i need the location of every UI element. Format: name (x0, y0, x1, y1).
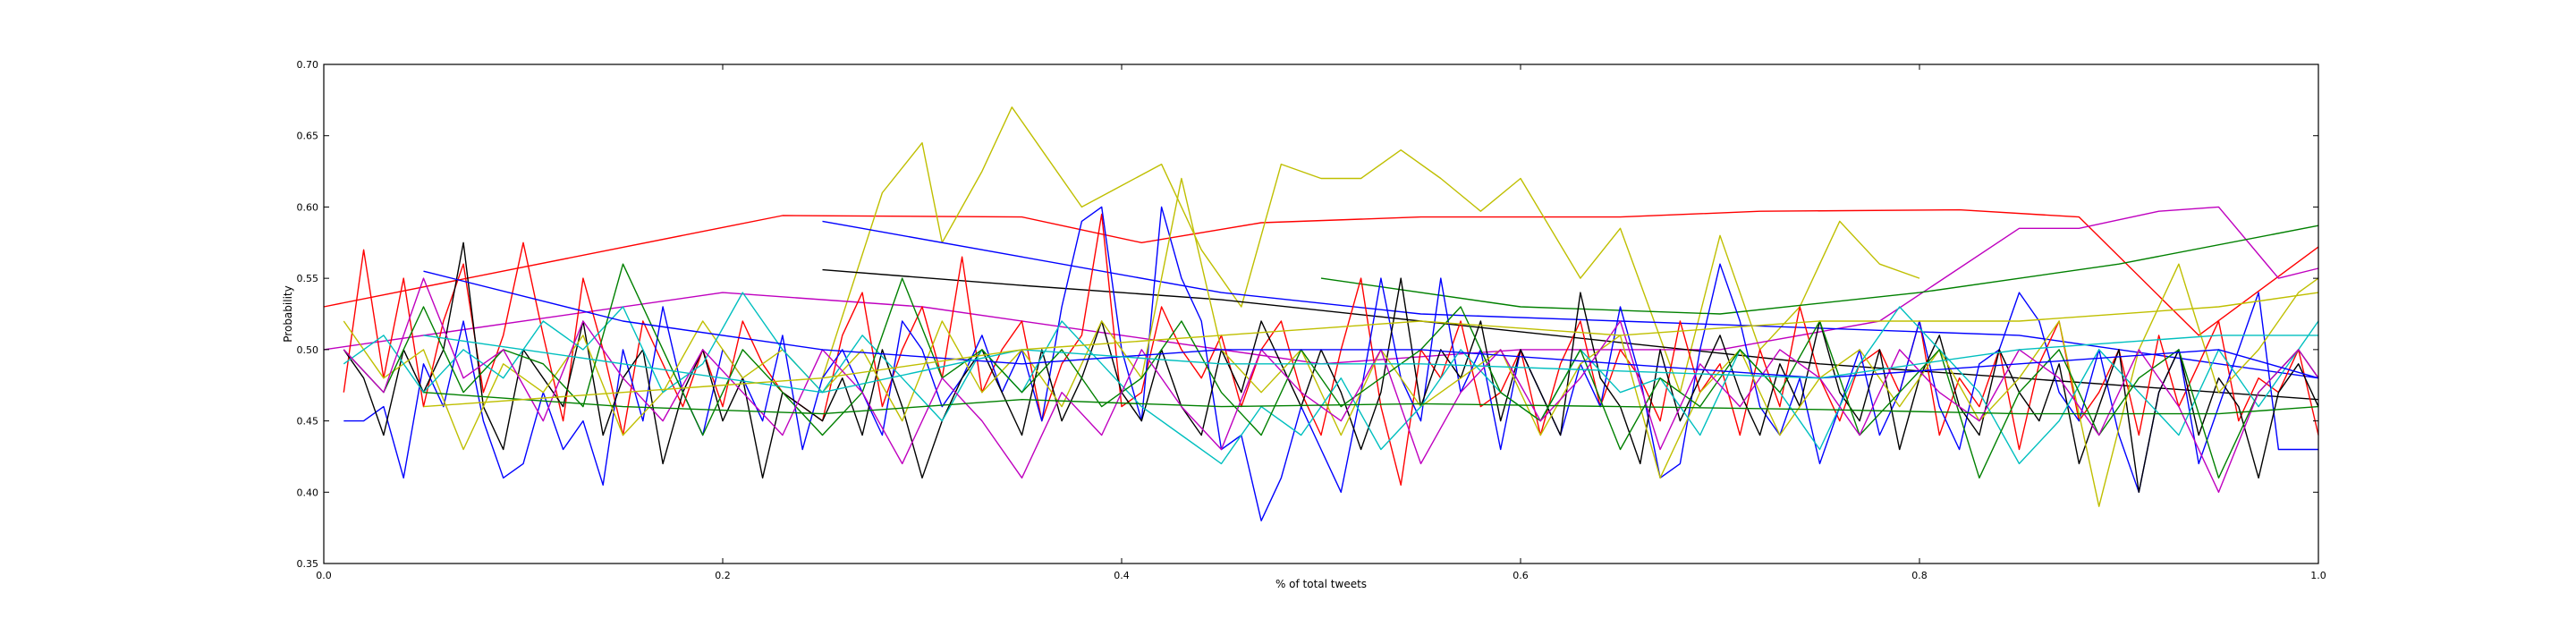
y-axis-label: Probability (282, 285, 294, 342)
series-line-13 (343, 277, 2319, 493)
y-tick-label: 0.65 (297, 131, 319, 142)
series-layer (323, 106, 2319, 521)
x-tick-label: 0.8 (1911, 570, 1928, 581)
x-axis: 0.0 0.2 0.4 0.6 0.8 1.0 (316, 64, 2326, 581)
y-axis: 0.35 0.40 0.45 0.50 0.55 0.60 0.65 0.70 (297, 59, 2318, 570)
y-tick-label: 0.55 (297, 273, 319, 284)
series-line-4 (1320, 225, 2319, 315)
series-line-8 (343, 206, 2318, 521)
x-tick-label: 0.4 (1114, 570, 1130, 581)
series-line-10 (343, 177, 2319, 507)
plot-frame (323, 64, 2319, 564)
y-tick-label: 0.45 (297, 416, 319, 428)
x-tick-label: 0.6 (1513, 570, 1529, 581)
y-tick-label: 0.60 (297, 201, 319, 213)
series-line-14 (423, 270, 2319, 379)
y-tick-label: 0.50 (297, 344, 319, 356)
series-line-5 (822, 220, 2319, 379)
series-line-12 (343, 263, 2319, 479)
x-tick-label: 1.0 (2310, 570, 2326, 581)
series-line-3 (323, 206, 2319, 365)
x-tick-label: 0.2 (715, 570, 731, 581)
y-tick-label: 0.70 (297, 59, 319, 71)
series-line-6 (822, 268, 2319, 401)
y-tick-label: 0.40 (297, 487, 319, 498)
series-line-1 (323, 208, 2319, 336)
series-line-2 (821, 106, 1920, 394)
x-axis-label: % of total tweets (1275, 578, 1367, 590)
y-tick-label: 0.35 (297, 558, 319, 570)
series-line-11 (343, 292, 2319, 465)
series-line-15 (423, 392, 2319, 415)
series-line-9 (343, 242, 2319, 493)
series-line-17 (423, 292, 2319, 408)
x-tick-label: 0.0 (316, 570, 332, 581)
